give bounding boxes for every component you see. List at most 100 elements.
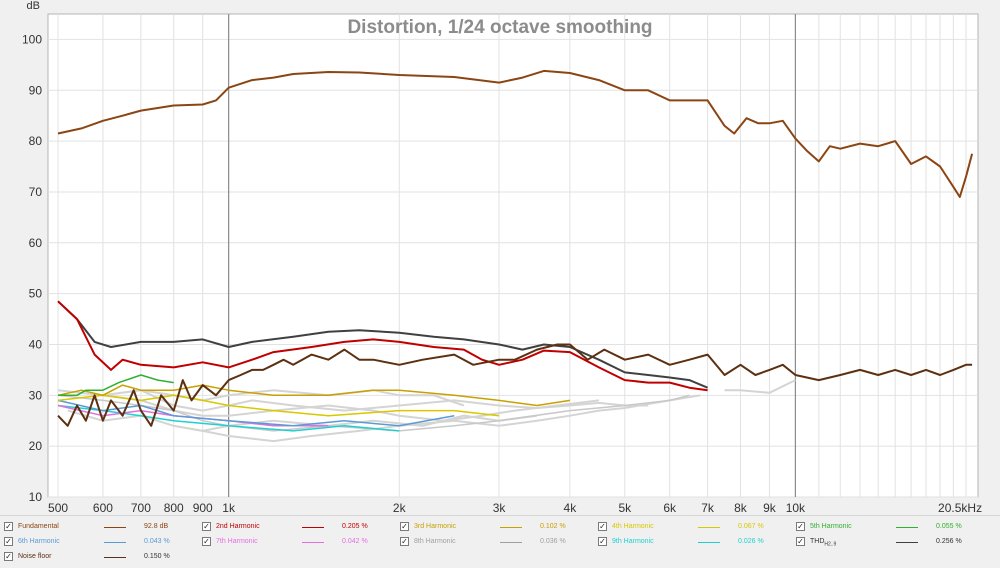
legend-name: Noise floor xyxy=(18,553,52,560)
legend-value: 0.102 % xyxy=(540,523,566,530)
legend-checkbox[interactable]: ✓ xyxy=(4,552,13,561)
legend-line-swatch xyxy=(500,527,522,528)
legend-line-swatch xyxy=(896,527,918,528)
series-line-6th-harmonic xyxy=(57,399,455,427)
legend-value: 92.8 dB xyxy=(144,523,169,530)
legend-value: 0.036 % xyxy=(540,538,566,545)
x-tick-label: 700 xyxy=(131,501,151,515)
legend-checkbox[interactable]: ✓ xyxy=(202,522,211,531)
series-lines xyxy=(57,69,974,432)
legend-item-noise-floor[interactable]: ✓ Noise floor 0.150 % xyxy=(4,550,194,565)
series-line-5th-harmonic xyxy=(58,374,174,397)
series-line-4th-harmonic xyxy=(57,394,500,417)
legend-value: 0.042 % xyxy=(342,538,368,545)
legend-checkbox[interactable]: ✓ xyxy=(400,537,409,546)
series-line-fundamental xyxy=(57,69,974,198)
legend-line-swatch xyxy=(104,557,126,558)
legend-line-swatch xyxy=(698,527,720,528)
legend-item-8th-harmonic[interactable]: ✓ 8th Harmonic 0.036 % xyxy=(400,535,590,550)
gray-trace-line xyxy=(724,379,796,394)
legend-value: 0.043 % xyxy=(144,538,170,545)
legend-line-swatch xyxy=(302,542,324,543)
x-tick-label: 3k xyxy=(493,501,507,515)
legend-name: 8th Harmonic xyxy=(414,538,456,545)
legend-name: 4th Harmonic xyxy=(612,523,654,530)
x-tick-label: 6k xyxy=(663,501,677,515)
legend-checkbox[interactable]: ✓ xyxy=(4,537,13,546)
gray-trace-line xyxy=(102,394,600,422)
legend-checkbox[interactable]: ✓ xyxy=(796,537,805,546)
x-tick-label: 10k xyxy=(786,501,806,515)
x-tick-label: 800 xyxy=(164,501,184,515)
legend-name: 5th Harmonic xyxy=(810,523,852,530)
series-line-3rd-harmonic xyxy=(57,384,571,407)
y-tick-label: 50 xyxy=(29,287,43,301)
legend-line-swatch xyxy=(104,542,126,543)
y-tick-label: 90 xyxy=(29,83,43,97)
legend-line-swatch xyxy=(896,542,918,543)
legend-value: 0.026 % xyxy=(738,538,764,545)
y-tick-label: 20 xyxy=(29,439,43,453)
x-tick-label: 7k xyxy=(701,501,715,515)
x-tick-label: 4k xyxy=(564,501,578,515)
y-tick-label: 10 xyxy=(29,490,43,504)
gray-trace-line xyxy=(140,389,649,412)
grid-lines xyxy=(48,14,978,498)
legend-checkbox[interactable]: ✓ xyxy=(598,522,607,531)
legend-name-subscript: H2..9 xyxy=(824,541,837,548)
legend-item-2nd-harmonic[interactable]: ✓ 2nd Harmonic 0.205 % xyxy=(202,520,392,535)
legend-item-thd[interactable]: ✓ THDH2..9 0.256 % xyxy=(796,535,986,550)
legend-line-swatch xyxy=(302,527,324,528)
x-tick-label: 9k xyxy=(763,501,777,515)
legend-item-7th-harmonic[interactable]: ✓ 7th Harmonic 0.042 % xyxy=(202,535,392,550)
legend: ✓ Fundamental 92.8 dB ✓ 2nd Harmonic 0.205 % ✓… xyxy=(0,515,1000,568)
x-tick-label: 8k xyxy=(734,501,748,515)
x-tick-label: 1k xyxy=(222,501,236,515)
y-tick-label: 100 xyxy=(22,32,42,46)
legend-value: 0.055 % xyxy=(936,523,962,530)
legend-value: 0.067 % xyxy=(738,523,764,530)
x-tick-labels: 500 600 700 800 900 1k 2k 3k 4k 5k 6k 7k 8k 9k 10k 20.5… xyxy=(48,501,982,515)
legend-item-5th-harmonic[interactable]: ✓ 5th Harmonic 0.055 % xyxy=(796,520,986,535)
y-tick-labels: 10 20 30 40 50 60 70 80 90 100 xyxy=(22,32,42,504)
y-tick-label: 40 xyxy=(29,337,43,351)
legend-name: 6th Harmonic xyxy=(18,538,60,545)
legend-name: 2nd Harmonic xyxy=(216,523,260,530)
gray-trace-line xyxy=(173,414,538,432)
legend-line-swatch xyxy=(500,542,522,543)
legend-item-9th-harmonic[interactable]: ✓ 9th Harmonic 0.026 % xyxy=(598,535,788,550)
legend-checkbox[interactable]: ✓ xyxy=(400,522,409,531)
chart-title: Distortion, 1/24 octave smoothing xyxy=(347,17,652,38)
x-tick-label: 900 xyxy=(193,501,213,515)
series-line-2nd-harmonic xyxy=(57,300,708,392)
series-line-thd-h2-9 xyxy=(57,300,708,389)
legend-item-4th-harmonic[interactable]: ✓ 4th Harmonic 0.067 % xyxy=(598,520,788,535)
legend-name: THDH2..9 xyxy=(810,538,837,548)
legend-checkbox[interactable]: ✓ xyxy=(598,537,607,546)
x-tick-label: 2k xyxy=(393,501,407,515)
legend-value: 0.205 % xyxy=(342,523,368,530)
legend-line-swatch xyxy=(104,527,126,528)
legend-name: Fundamental xyxy=(18,523,59,530)
x-tick-label: 20.5kHz xyxy=(938,501,982,515)
legend-value: 0.150 % xyxy=(144,553,170,560)
legend-checkbox[interactable]: ✓ xyxy=(796,522,805,531)
legend-checkbox[interactable]: ✓ xyxy=(202,537,211,546)
series-line-9th-harmonic xyxy=(57,404,400,432)
y-tick-label: 70 xyxy=(29,185,43,199)
legend-name: 3rd Harmonic xyxy=(414,523,457,530)
y-tick-label: 30 xyxy=(29,388,43,402)
y-tick-label: 60 xyxy=(29,236,43,250)
legend-item-3rd-harmonic[interactable]: ✓ 3rd Harmonic 0.102 % xyxy=(400,520,590,535)
x-tick-label: 600 xyxy=(93,501,113,515)
legend-checkbox[interactable]: ✓ xyxy=(4,522,13,531)
legend-item-fundamental[interactable]: ✓ Fundamental 92.8 dB xyxy=(4,520,194,535)
distortion-chart: 10 20 30 40 50 60 70 80 90 100 500 600 700 800 900 1k 2… xyxy=(22,0,982,515)
legend-item-6th-harmonic[interactable]: ✓ 6th Harmonic 0.043 % xyxy=(4,535,194,550)
legend-line-swatch xyxy=(698,542,720,543)
x-tick-label: 500 xyxy=(48,501,68,515)
legend-name: 9th Harmonic xyxy=(612,538,654,545)
series-line-noise-floor xyxy=(57,343,973,427)
y-axis-label: dB xyxy=(27,0,40,12)
y-tick-label: 80 xyxy=(29,134,43,148)
